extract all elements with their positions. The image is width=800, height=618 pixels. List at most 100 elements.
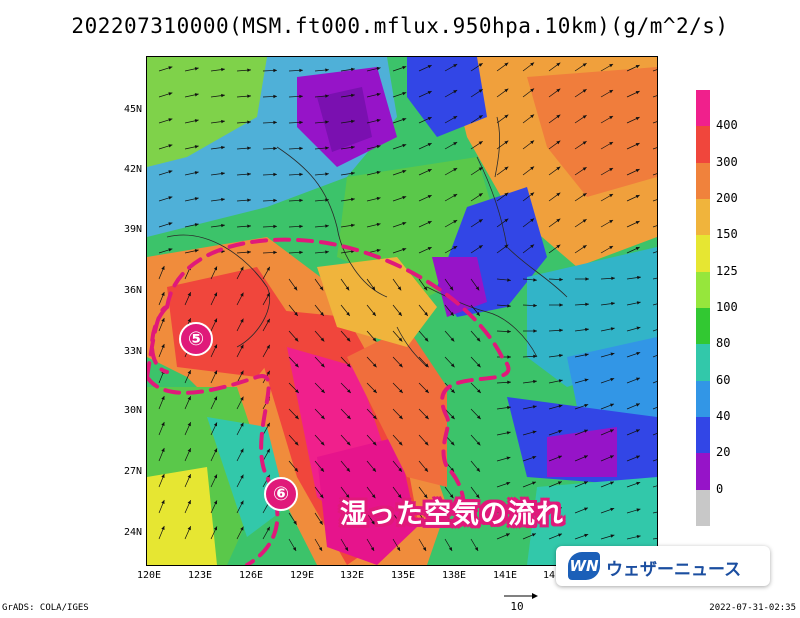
flux-vector-head: [530, 244, 535, 249]
lon-label: 141E: [492, 570, 518, 581]
flux-vector-head: [609, 429, 614, 433]
flux-vector-head: [506, 482, 511, 486]
flux-vector-head: [450, 467, 454, 472]
flux-vector-head: [325, 120, 329, 124]
flux-vector-head: [583, 481, 588, 485]
flux-vector-head: [609, 90, 614, 94]
flux-vector-head: [213, 422, 217, 427]
lon-label: 132E: [339, 570, 365, 581]
flux-vector-head: [247, 250, 251, 254]
flux-vector-head: [321, 389, 325, 393]
flux-vector-head: [376, 92, 381, 97]
flux-vector-head: [187, 292, 191, 297]
flux-vector-head: [530, 140, 535, 145]
flux-vector-head: [610, 534, 615, 538]
flux-vector-head: [294, 312, 298, 316]
flux-vector-head: [582, 115, 587, 119]
flux-vector-head: [266, 448, 270, 453]
flux-vector-head: [161, 526, 165, 530]
weathernews-logo: WN ウェザーニュース: [556, 546, 770, 586]
flux-vector-head: [402, 170, 407, 174]
flux-vector-head: [221, 171, 225, 176]
flux-vector-head: [345, 520, 349, 525]
flux-vector-head: [427, 195, 432, 199]
flux-vector-head: [273, 68, 277, 73]
flux-vector-head: [351, 197, 355, 202]
flux-vector-head: [376, 118, 381, 123]
lat-label: 30N: [123, 405, 142, 416]
flux-vector-head: [213, 474, 217, 479]
flux-vector-head: [240, 422, 244, 427]
flux-vector-head: [530, 114, 535, 119]
flux-vector-head: [194, 249, 199, 253]
flux-vector-head: [221, 119, 225, 124]
flux-vector-head: [427, 169, 432, 173]
flux-vector-head: [582, 245, 587, 249]
lat-label: 42N: [123, 164, 142, 175]
flux-vector-head: [376, 170, 381, 175]
flux-vector-head: [187, 318, 191, 323]
flux-vector-head: [273, 172, 277, 177]
flux-vector-head: [399, 389, 403, 393]
moisture-flux-map: [146, 56, 658, 566]
footer-software-credit: GrADS: COLA/IGES: [2, 603, 89, 613]
wn-mark-icon: WN: [568, 552, 600, 580]
flux-vector-head: [161, 266, 165, 270]
flux-vector-head: [351, 171, 355, 176]
colorbar-label: 20: [716, 445, 731, 460]
flux-vector-head: [273, 250, 277, 255]
flux-vector-head: [293, 520, 297, 525]
flux-vector: [652, 199, 657, 202]
flux-vector-head: [504, 88, 509, 93]
flux-vector-head: [636, 326, 641, 330]
flux-vector-head: [187, 370, 191, 375]
flux-vector-head: [221, 145, 225, 150]
flux-vector-head: [478, 63, 483, 67]
flux-vector-head: [325, 198, 329, 202]
lon-label: 138E: [441, 570, 467, 581]
flux-vector-head: [299, 250, 303, 255]
flux-vector-head: [636, 455, 640, 459]
colorbar-segment: [696, 235, 710, 273]
lon-label: 135E: [390, 570, 416, 581]
colorbar-label: 40: [716, 409, 731, 423]
flux-vector-head: [351, 223, 355, 228]
flux-vector-head: [504, 192, 509, 197]
flux-vector: [652, 121, 657, 124]
flux-vector-head: [273, 120, 277, 125]
flux-vector-head: [247, 120, 251, 124]
flux-vector-head: [557, 481, 562, 485]
colorbar-segment: [696, 308, 710, 345]
flux-vector-head: [427, 117, 432, 121]
flux-vector-head: [559, 328, 563, 332]
flux-vector-head: [187, 526, 191, 531]
flux-vector-head: [240, 526, 244, 531]
colorbar-segment: [696, 126, 710, 164]
flux-vector-head: [325, 146, 329, 150]
flux-vector-head: [476, 467, 480, 472]
flux-vector: [652, 329, 657, 332]
flux-vector-head: [582, 193, 587, 197]
flux-vector-head: [294, 441, 299, 446]
flux-vector-head: [423, 286, 428, 291]
flux-vector-head: [424, 415, 429, 420]
flux-vector-head: [636, 508, 641, 512]
flux-vector-head: [556, 244, 561, 249]
flux-vector-head: [194, 197, 199, 201]
flux-vector-head: [635, 247, 640, 251]
flux-vector-head: [532, 456, 537, 460]
flux-vector-head: [476, 312, 480, 316]
reference-vector: 10: [500, 590, 540, 616]
flux-vector-head: [402, 92, 407, 96]
flux-vector-head: [450, 441, 455, 446]
flux-vector-head: [161, 474, 165, 478]
flux-vector-head: [636, 481, 641, 486]
flux-vector-head: [325, 250, 329, 254]
flux-vector-head: [532, 481, 536, 485]
flux-vector-head: [346, 363, 351, 368]
moisture-flux-field: [147, 57, 657, 565]
flux-vector-head: [299, 146, 303, 151]
flux-vector-head: [474, 547, 479, 551]
flux-vector-head: [558, 455, 562, 459]
flux-vector-head: [325, 224, 329, 228]
